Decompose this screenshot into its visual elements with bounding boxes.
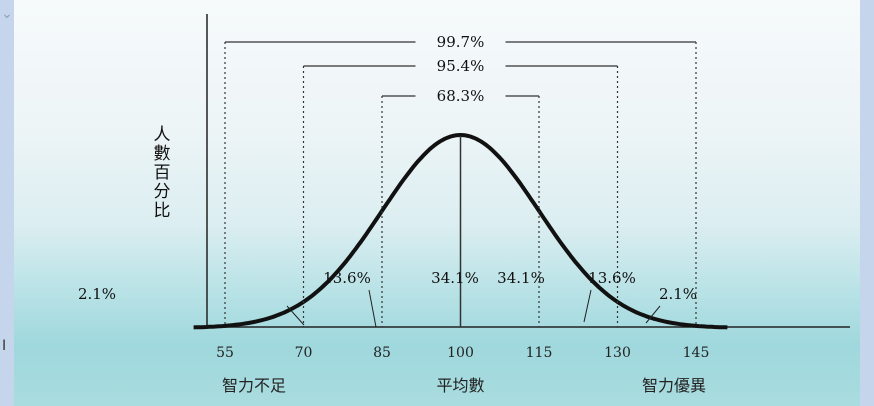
y-axis-label-char: 人 [154, 125, 171, 145]
segment-label: 13.6% [323, 269, 371, 287]
x-tick-label: 145 [683, 345, 710, 361]
segment-label: 34.1% [497, 269, 545, 287]
x-tick-label: 55 [216, 345, 234, 361]
x-tick-label: 130 [604, 345, 631, 361]
y-axis-label-char: 分 [154, 182, 171, 202]
distribution-curve [193, 133, 728, 330]
leader-line-right-mid [583, 289, 592, 323]
leader-line-right-tail [645, 305, 661, 324]
band-label: 99.7% [437, 33, 485, 51]
segment-label: 34.1% [431, 269, 479, 287]
y-axis-label-char: 比 [154, 201, 171, 221]
leader-line-left-tail [286, 305, 305, 326]
segment-label: 2.1% [659, 285, 697, 303]
x-tick-label: 70 [295, 345, 313, 361]
region-label-low: 智力不足 [222, 376, 286, 395]
segment-label: 2.1% [78, 285, 116, 303]
y-axis-label-char: 數 [154, 144, 171, 164]
band-label: 95.4% [437, 57, 485, 75]
edge-mark: I [2, 338, 7, 354]
x-tick-label: 85 [373, 345, 391, 361]
leader-line-left-mid [368, 289, 377, 328]
region-label-high: 智力優異 [642, 376, 706, 395]
band-label: 68.3% [437, 87, 485, 105]
region-label-mean: 平均數 [436, 376, 484, 395]
x-tick-label: 115 [526, 345, 553, 361]
chart-panel: 人數百分比 99.7% 95.4% 68.3% 2.1% 13.6% 34.1% 34.1% 1… [14, 0, 860, 406]
side-chevron-icon: ⌄ [1, 6, 13, 22]
left-side-strip: ⌄ [0, 0, 14, 406]
right-side-strip [860, 0, 874, 406]
x-tick-label: 100 [447, 345, 474, 361]
segment-label: 13.6% [588, 269, 636, 287]
y-axis-label-char: 百 [154, 163, 171, 183]
